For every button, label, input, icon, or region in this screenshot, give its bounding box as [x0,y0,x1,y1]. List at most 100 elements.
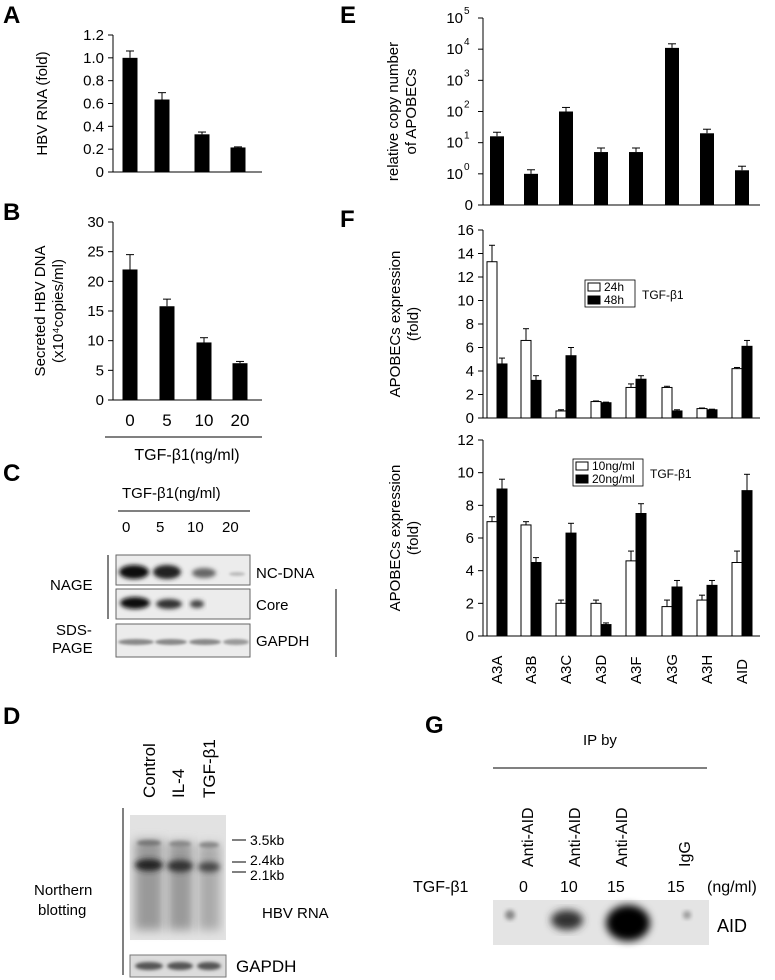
panel-c-lane-0: 0 [122,519,130,536]
E-bar [700,133,714,205]
F1-y-tick-label: 2 [466,387,474,404]
E-y-tick-exponent: 2 [464,100,470,111]
F1-legend-swatch-1 [587,282,601,292]
B-y-tick-label: 25 [87,244,104,261]
E-y-tick-label: 10 [446,10,463,27]
F2-bar-s1 [555,602,567,637]
ip-lane-2: Anti-AID [567,807,584,867]
B-y-tick-label: 15 [87,303,104,320]
F2-y-tick-label: 4 [466,563,474,580]
B-y-label-2: (x10⁴copies/ml) [50,259,67,363]
A-y-tick-label: 0.4 [83,118,104,135]
dose-unit: (ng/ml) [707,879,757,896]
B-y-tick-label: 0 [96,392,104,409]
hbv-rna-band-upper [137,840,161,846]
panel-letter-f: F [340,206,355,233]
F1-legend-label-2: 48h [604,293,624,307]
F2-y-label-2: (fold) [405,521,422,555]
E-y-label-2: of APOBECs [403,69,420,155]
hbv-rna-band-upper [199,842,219,848]
nage-label: NAGE [50,577,93,594]
E-bar [735,170,749,205]
A-y-tick-label: 1.0 [83,50,104,67]
B-bar [196,342,212,400]
F1-bar-s2 [671,410,683,419]
northern-smear [198,844,220,930]
aid-label: AID [717,916,747,936]
F2-y-tick-label: 6 [466,530,474,547]
F1-legend-swatch-2 [587,295,601,305]
ip-lane-4: IgG [677,841,694,867]
E-bar [594,152,608,205]
F2-x-tick-label: A3H [699,655,716,684]
F1-y-tick-label: 8 [466,316,474,333]
F1-y-tick-label: 10 [457,293,474,310]
B-y-tick-label: 30 [87,214,104,231]
E-bar [490,136,504,205]
size-3-5kb: 3.5kb [250,832,284,848]
nc-dna-band [119,565,149,579]
panel-c-lane-10: 10 [187,519,204,536]
B-bar [159,306,175,400]
F2-bar-s2 [600,624,612,637]
gapdh-band-c [118,639,154,645]
core-band [190,600,204,608]
E-y-tick-exponent: 1 [464,131,470,142]
F1-bar-s1 [590,401,602,419]
F1-bar-s1 [625,386,637,419]
F1-bar-s2 [600,402,612,419]
F2-legend-note: TGF-β1 [650,467,692,481]
F1-bar-s1 [520,339,532,419]
nc-dna-label: NC-DNA [256,565,314,582]
gapdh-label-d: GAPDH [236,957,296,976]
F1-y-label: APOBECs expression [387,251,404,398]
F2-bar-s2 [496,488,508,637]
F2-bar-s2 [741,490,753,637]
F2-bar-s2 [635,513,647,637]
F1-y-label-2: (fold) [405,307,422,341]
tgf-label-g: TGF-β1 [413,879,469,896]
gapdh-band-c [189,639,221,645]
core-label: Core [256,597,289,614]
A-bar [122,57,138,173]
core-band [156,599,182,609]
F1-y-tick-label: 6 [466,340,474,357]
F2-x-tick-label: A3D [593,655,610,684]
page-label: PAGE [52,640,93,657]
F2-x-tick-label: A3C [558,655,575,684]
panel-letter-e: E [340,2,357,29]
E-y-tick-label: 10 [446,72,463,89]
panel-letter-c: C [3,460,21,487]
F2-bar-s2 [530,562,542,637]
F2-y-tick-label: 0 [466,628,474,645]
E-y-tick-label: 10 [446,135,463,152]
A-y-tick-label: 0 [96,164,104,181]
F2-bar-s2 [671,586,683,637]
aid-band [683,911,691,919]
dose-15b: 15 [667,879,685,896]
A-y-tick-label: 1.2 [83,27,104,44]
gapdh-band-c [223,639,249,645]
panel-c-title: TGF-β1(ng/ml) [122,485,221,502]
F1-y-tick-label: 0 [466,410,474,427]
F1-y-tick-label: 12 [457,269,474,286]
northern-label-1: Northern [34,882,92,899]
A-bar [154,99,170,172]
northern-smear [135,840,163,930]
B-x-label: TGF-β1(ng/ml) [134,447,239,464]
A-y-tick-label: 0.6 [83,96,104,113]
E-y-label: relative copy number [385,42,402,181]
B-y-tick-label: 5 [96,362,104,379]
nc-dna-band [153,565,181,579]
A-y-tick-label: 0.2 [83,141,104,158]
gapdh-band-d [167,962,193,970]
B-y-tick-label: 10 [87,333,104,350]
F1-legend-label-1: 24h [604,280,624,294]
panel-letter-d: D [3,703,21,730]
F2-bar-s1 [520,524,532,637]
aid-band [606,905,650,941]
F2-bar-s1 [625,560,637,637]
F1-bar-s1 [661,386,673,419]
F2-bar-s1 [590,602,602,637]
lane-tgf: TGF-β1 [200,739,219,798]
